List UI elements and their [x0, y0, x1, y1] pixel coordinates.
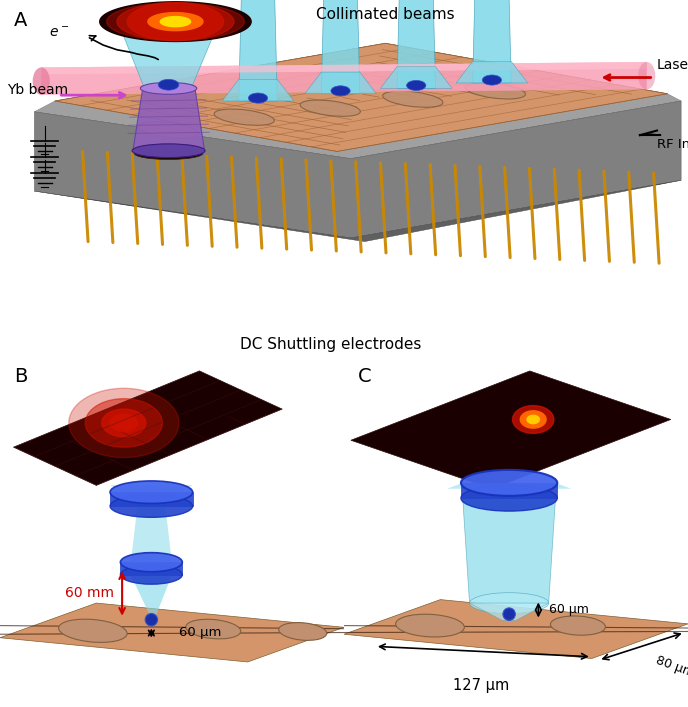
- Polygon shape: [127, 3, 224, 40]
- Polygon shape: [55, 43, 667, 151]
- Text: DC Shuttling electrodes: DC Shuttling electrodes: [239, 337, 421, 351]
- Polygon shape: [305, 72, 376, 94]
- Ellipse shape: [138, 122, 199, 138]
- Polygon shape: [148, 13, 203, 30]
- Ellipse shape: [469, 592, 549, 614]
- Text: $e^-$: $e^-$: [49, 25, 69, 40]
- Polygon shape: [69, 388, 179, 457]
- Ellipse shape: [110, 495, 193, 518]
- Polygon shape: [110, 414, 138, 431]
- Polygon shape: [397, 0, 436, 88]
- Polygon shape: [34, 180, 681, 242]
- Text: 60 μm: 60 μm: [548, 604, 588, 617]
- Ellipse shape: [638, 62, 655, 89]
- Polygon shape: [41, 62, 647, 95]
- Polygon shape: [462, 498, 555, 603]
- Circle shape: [407, 81, 426, 90]
- Circle shape: [145, 614, 158, 626]
- Bar: [110, 492, 193, 506]
- Polygon shape: [114, 11, 224, 88]
- Circle shape: [331, 86, 350, 96]
- Polygon shape: [527, 415, 539, 423]
- Polygon shape: [131, 504, 172, 563]
- Polygon shape: [34, 43, 681, 158]
- Polygon shape: [131, 575, 172, 619]
- Polygon shape: [133, 86, 204, 151]
- Ellipse shape: [120, 553, 182, 572]
- Text: A: A: [14, 11, 27, 30]
- Ellipse shape: [461, 470, 557, 496]
- Text: C: C: [358, 368, 372, 387]
- Ellipse shape: [465, 83, 526, 99]
- Text: Laser: Laser: [657, 58, 688, 72]
- Ellipse shape: [140, 83, 197, 94]
- Polygon shape: [41, 62, 647, 74]
- Polygon shape: [351, 371, 671, 489]
- Text: 80 μm: 80 μm: [654, 653, 688, 679]
- Circle shape: [158, 79, 179, 90]
- Polygon shape: [160, 16, 191, 27]
- Ellipse shape: [110, 481, 193, 503]
- Polygon shape: [100, 2, 251, 42]
- Bar: [120, 562, 182, 575]
- Text: Yb beam: Yb beam: [7, 83, 68, 97]
- Circle shape: [503, 608, 515, 621]
- Ellipse shape: [186, 619, 241, 639]
- Ellipse shape: [383, 91, 443, 107]
- Ellipse shape: [134, 147, 203, 160]
- Polygon shape: [107, 3, 244, 40]
- Polygon shape: [85, 399, 162, 447]
- Polygon shape: [321, 0, 360, 94]
- Ellipse shape: [132, 144, 205, 158]
- Ellipse shape: [120, 565, 182, 584]
- Polygon shape: [447, 484, 571, 489]
- Text: Collimated beams: Collimated beams: [316, 7, 455, 22]
- Polygon shape: [110, 485, 193, 492]
- Ellipse shape: [214, 109, 275, 125]
- Polygon shape: [469, 603, 548, 621]
- Polygon shape: [102, 409, 146, 437]
- Ellipse shape: [279, 623, 327, 641]
- Ellipse shape: [461, 485, 557, 511]
- Polygon shape: [473, 0, 511, 83]
- Polygon shape: [117, 3, 234, 40]
- Ellipse shape: [33, 67, 50, 95]
- Ellipse shape: [58, 619, 127, 643]
- Polygon shape: [520, 411, 546, 428]
- Polygon shape: [513, 406, 554, 433]
- Polygon shape: [14, 371, 282, 485]
- Polygon shape: [0, 603, 344, 662]
- Ellipse shape: [396, 614, 464, 637]
- Polygon shape: [456, 62, 528, 83]
- Circle shape: [248, 93, 268, 103]
- Text: 60 μm: 60 μm: [179, 626, 222, 639]
- Ellipse shape: [550, 616, 605, 635]
- Text: RF In: RF In: [657, 138, 688, 151]
- Bar: [461, 483, 557, 498]
- Polygon shape: [239, 0, 277, 101]
- Text: 127 μm: 127 μm: [453, 677, 510, 693]
- Polygon shape: [222, 79, 294, 101]
- Text: B: B: [14, 368, 27, 387]
- Polygon shape: [380, 66, 452, 88]
- Polygon shape: [34, 101, 681, 238]
- Polygon shape: [344, 600, 688, 658]
- Text: 60 mm: 60 mm: [65, 585, 114, 600]
- Circle shape: [482, 75, 502, 85]
- Ellipse shape: [300, 100, 361, 117]
